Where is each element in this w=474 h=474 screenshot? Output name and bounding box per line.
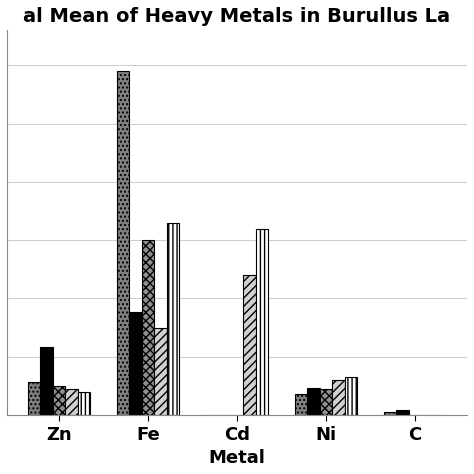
Title: al Mean of Heavy Metals in Burullus La: al Mean of Heavy Metals in Burullus La <box>23 7 451 26</box>
Bar <box>255 228 268 415</box>
Bar <box>154 328 167 415</box>
Bar <box>307 388 320 415</box>
Bar <box>243 275 255 415</box>
X-axis label: Metal: Metal <box>209 449 265 467</box>
Bar <box>78 392 90 415</box>
Bar <box>142 240 154 415</box>
Bar <box>295 394 307 415</box>
Bar <box>65 390 78 415</box>
Bar <box>40 347 53 415</box>
Bar <box>129 312 142 415</box>
Bar <box>345 377 357 415</box>
Bar <box>320 390 332 415</box>
Bar <box>53 386 65 415</box>
Bar <box>396 410 409 415</box>
Bar <box>117 71 129 415</box>
Bar <box>167 223 179 415</box>
Bar <box>384 411 396 415</box>
Bar <box>332 380 345 415</box>
Bar <box>28 383 40 415</box>
